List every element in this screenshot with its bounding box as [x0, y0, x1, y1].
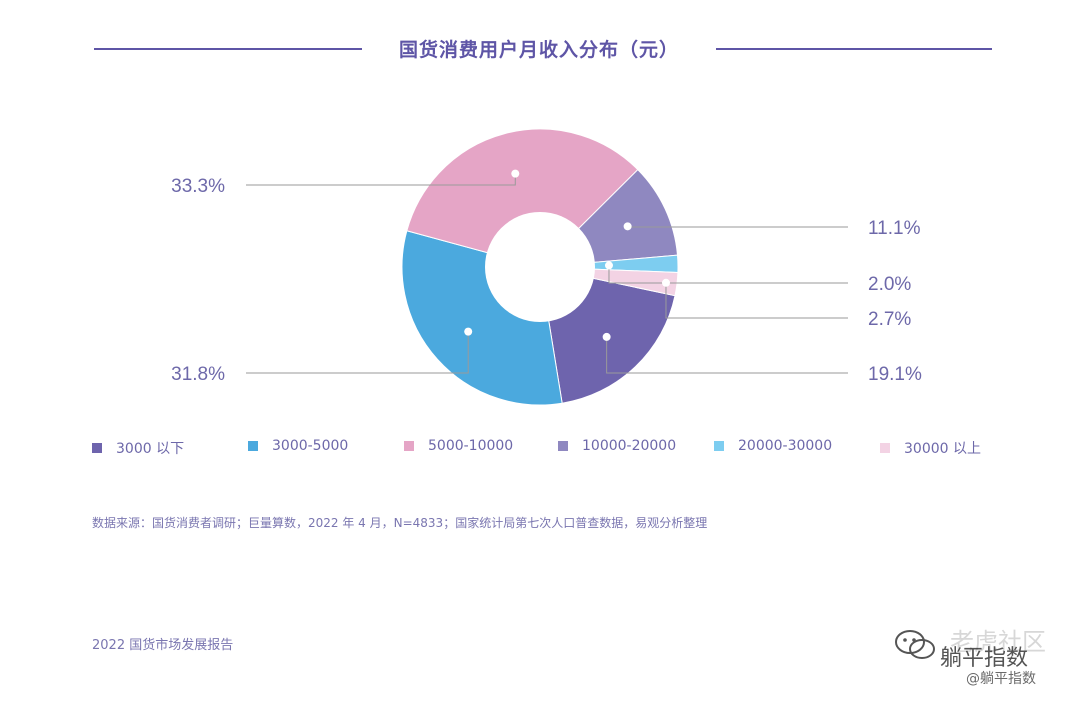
legend-label: 10000-20000	[582, 438, 677, 454]
leader-dot	[464, 327, 473, 336]
value-label: 2.7%	[868, 309, 911, 330]
chart-title: 国货消费用户月收入分布（元）	[398, 39, 679, 61]
leader-line	[608, 265, 848, 284]
leader-dot	[623, 222, 632, 231]
title-bar: 国货消费用户月收入分布（元）	[0, 30, 1080, 70]
legend-label: 30000 以上	[904, 441, 981, 457]
value-label: 33.3%	[171, 176, 225, 197]
legend-item: 20000-30000	[714, 438, 832, 454]
watermark-handle: @躺平指数	[966, 671, 1036, 687]
leader-dot	[661, 278, 670, 287]
leader-line	[246, 331, 469, 374]
legend-item: 3000-5000	[248, 438, 348, 454]
value-labels-group: 19.1% 31.8% 33.3% 11.1% 2.0% 2.7%	[171, 169, 922, 385]
legend-swatch	[558, 441, 568, 451]
donut-slice	[406, 128, 639, 268]
value-label: 11.1%	[868, 218, 921, 239]
value-label: 2.0%	[868, 274, 911, 295]
leader-dot	[511, 169, 520, 178]
legend-swatch	[880, 443, 890, 453]
donut-hole	[485, 212, 595, 322]
leader-dot	[604, 261, 613, 270]
legend-swatch	[404, 441, 414, 451]
legend-item: 5000-10000	[404, 438, 513, 454]
report-footer: 2022 国货市场发展报告	[92, 638, 234, 653]
legend-swatch	[92, 443, 102, 453]
leader-dot	[602, 332, 611, 341]
legend-item: 30000 以上	[880, 438, 981, 458]
watermark-brand: 躺平指数	[940, 646, 1029, 671]
title-rule-left	[94, 48, 362, 50]
legend-label: 5000-10000	[428, 438, 514, 454]
leader-line	[665, 282, 848, 319]
legend-item: 3000 以下	[92, 438, 184, 458]
legend-swatch	[248, 441, 258, 451]
legend-label: 3000 以下	[116, 441, 185, 457]
legend: 3000 以下 3000-5000 5000-10000 10000-20000…	[92, 438, 1012, 460]
legend-label: 20000-30000	[738, 438, 833, 454]
watermark-community: 老虎社区	[950, 628, 1046, 656]
value-label: 19.1%	[868, 364, 922, 385]
leader-line	[606, 336, 848, 374]
wechat-icon	[895, 630, 935, 659]
legend-swatch	[714, 441, 724, 451]
data-source-note: 数据来源：国货消费者调研；巨量算数，2022 年 4 月，N=4833；国家统计…	[92, 516, 708, 530]
legend-item: 10000-20000	[558, 438, 676, 454]
value-label: 31.8%	[171, 364, 225, 385]
title-rule-right	[716, 48, 992, 50]
legend-label: 3000-5000	[272, 438, 349, 454]
